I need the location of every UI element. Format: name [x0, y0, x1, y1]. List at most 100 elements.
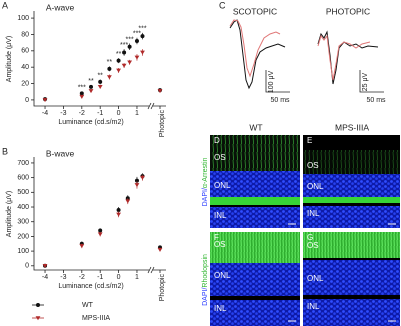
- y-tick-label: 20: [21, 80, 29, 87]
- os-layer: [303, 232, 400, 258]
- data-point: [116, 58, 121, 63]
- data-point: [97, 232, 103, 237]
- data-point: [140, 34, 145, 39]
- layer-label: OS: [214, 153, 226, 162]
- erg-title: SCOTOPIC: [233, 6, 277, 16]
- erg-title: PHOTOPIC: [326, 6, 370, 16]
- panel-label: E: [307, 136, 312, 145]
- significance-label: **: [88, 78, 94, 85]
- chart-title: B-wave: [46, 148, 75, 158]
- layer-label: ONL: [307, 274, 324, 283]
- layer-label: OS: [307, 241, 319, 250]
- scale-bar: [265, 70, 290, 93]
- x-tick-label: 1: [135, 274, 139, 281]
- y-tick-label: 700: [17, 160, 29, 167]
- time-scale: 50 ms: [366, 97, 386, 104]
- x-tick-label: -2: [79, 110, 85, 117]
- significance-label: ***: [78, 85, 86, 92]
- x-tick-label: 1: [135, 110, 139, 117]
- data-point: [125, 199, 131, 204]
- significance-label: ***: [133, 31, 141, 38]
- y-tick-label: 100: [17, 248, 29, 255]
- marker: α-Arrestin: [202, 157, 209, 188]
- significance-label: **: [107, 59, 113, 66]
- layer-label: ONL: [214, 181, 231, 190]
- layer-label: INL: [307, 209, 320, 218]
- layer-label: INL: [307, 302, 320, 311]
- data-point: [42, 263, 48, 268]
- y-axis-label: Amplitude (μV): [6, 36, 13, 82]
- data-point: [121, 63, 127, 68]
- erg-trace-wt: [229, 19, 286, 90]
- x-axis-label: Luminance (cd.s/m2): [58, 283, 123, 290]
- x-tick-label: -1: [97, 110, 103, 117]
- data-point: [127, 60, 133, 65]
- x-tick-label: -4: [42, 110, 48, 117]
- data-point: [122, 50, 127, 55]
- data-point: [107, 66, 112, 71]
- data-point: [134, 55, 140, 60]
- histology-panel: WT MPS-IIIA DAPI/α-Arrestin DAPI/Rhodops…: [202, 122, 400, 326]
- amplitude-scale: 25 μV: [362, 72, 369, 91]
- data-point: [88, 89, 94, 94]
- data-point: [79, 91, 84, 96]
- column-header: MPS-IIIA: [335, 122, 369, 132]
- data-point: [89, 84, 93, 89]
- os-layer: [210, 135, 300, 171]
- significance-label: ***: [138, 26, 146, 33]
- y-tick-label: 500: [17, 189, 29, 196]
- green-band: [303, 197, 400, 203]
- os-layer: [210, 232, 300, 263]
- layer-label: INL: [214, 211, 227, 220]
- stain: DAPI/: [202, 188, 209, 206]
- y-tick-label: 0: [25, 97, 29, 104]
- column-header: WT: [249, 122, 262, 132]
- x-category-label: Photopic: [159, 110, 166, 138]
- data-point: [116, 212, 121, 217]
- y-axis-label: Amplitude (μV): [6, 191, 13, 237]
- data-point: [36, 303, 40, 307]
- y-tick-label: 300: [17, 219, 29, 226]
- data-point: [157, 247, 163, 252]
- data-point: [140, 175, 145, 180]
- significance-label: **: [97, 72, 103, 79]
- axis-break: [147, 266, 155, 274]
- x-category-label: Photopic: [159, 274, 166, 302]
- inl-layer: [210, 207, 300, 228]
- x-tick-label: 0: [117, 274, 121, 281]
- data-point: [140, 50, 145, 55]
- data-point: [35, 316, 41, 321]
- y-tick-label: 40: [21, 64, 29, 71]
- data-point: [106, 75, 112, 80]
- data-point: [79, 244, 85, 249]
- inl-layer: [303, 299, 400, 326]
- layer-label: INL: [214, 304, 227, 313]
- data-point: [116, 68, 121, 73]
- data-point: [97, 85, 103, 90]
- x-tick-label: -4: [42, 274, 48, 281]
- data-point: [157, 89, 163, 94]
- x-tick-label: -3: [60, 110, 66, 117]
- layer-label: OS: [307, 161, 319, 170]
- time-scale: 50 ms: [270, 97, 290, 104]
- y-tick-label: 100: [17, 15, 29, 22]
- data-point: [98, 228, 103, 233]
- panel-label: F: [214, 233, 219, 242]
- stain-label: DAPI/α-Arrestin: [202, 157, 209, 206]
- panel-label: C: [219, 0, 226, 10]
- legend-label: MPS-IIIA: [82, 315, 110, 322]
- layer-label: OS: [214, 240, 226, 249]
- panel-label: D: [214, 136, 220, 145]
- legend-label: WT: [82, 302, 94, 309]
- panel-label: G: [307, 233, 313, 242]
- panel-label: A: [2, 0, 8, 10]
- inl-layer: [210, 300, 300, 326]
- onl-layer: [303, 260, 400, 295]
- erg-trace-mps: [317, 34, 371, 81]
- scale-bar: [359, 70, 384, 93]
- panel-label: B: [2, 146, 8, 156]
- layer-label: ONL: [307, 182, 324, 191]
- erg-panel: C SCOTOPIC PHOTOPIC 100 μV 50 ms 25 μV 5…: [219, 0, 386, 103]
- y-tick-label: 600: [17, 174, 29, 181]
- x-tick-label: -3: [60, 274, 66, 281]
